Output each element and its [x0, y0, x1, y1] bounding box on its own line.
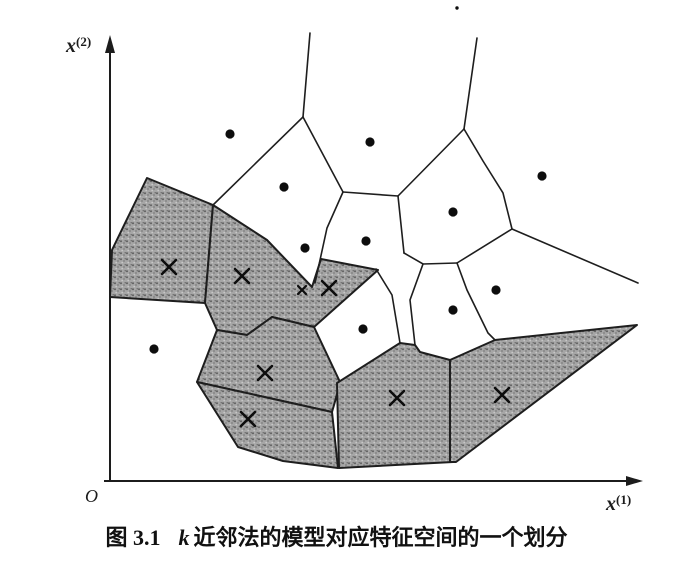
shaded-cell [204, 204, 379, 336]
class-dot-point [225, 129, 235, 139]
y-axis-label: x(2) [66, 34, 91, 58]
class-dot-point [300, 243, 310, 253]
cell-boundary [302, 116, 344, 193]
class-cross-point [160, 258, 178, 276]
cell-boundary [511, 228, 639, 284]
cell-boundaries-layer [212, 32, 639, 346]
caption-k-symbol: k [178, 525, 190, 550]
axes-layer [104, 35, 643, 486]
y-axis-superscript: (2) [76, 34, 92, 49]
class-cross-point [256, 364, 274, 382]
cell-boundary [456, 228, 513, 264]
shaded-cell [196, 381, 339, 469]
class-dot-point [448, 207, 458, 217]
cell-boundary [403, 252, 458, 265]
x-axis-variable: x [606, 493, 616, 515]
class-cross-point [320, 279, 338, 297]
cell-boundary [397, 128, 465, 197]
class-cross-point [239, 410, 257, 428]
cell-boundary [302, 32, 311, 118]
cell-boundary [212, 116, 304, 206]
figure-number: 图 3.1 [105, 525, 161, 550]
class-dot-point [149, 344, 159, 354]
origin-label: O [85, 486, 98, 506]
y-axis-variable: x [66, 35, 76, 57]
class-cross-point [296, 284, 308, 296]
shaded-cell [109, 177, 214, 304]
shaded-cell [449, 324, 638, 463]
cell-boundary [397, 195, 405, 254]
cell-boundary [342, 191, 399, 197]
y-axis-arrow-icon [105, 35, 115, 53]
class-dot-point [448, 305, 458, 315]
cell-boundary [314, 191, 344, 284]
class-dot-point [491, 285, 501, 295]
x-axis-label: x(1) [606, 492, 631, 516]
class-dot-point [361, 236, 371, 246]
cell-boundary [375, 268, 401, 344]
class-cross-point [493, 386, 511, 404]
stray-mark [455, 6, 459, 10]
class-dot-point [365, 137, 375, 147]
figure-caption: 图 3.1 k 近邻法的模型对应特征空间的一个划分 [0, 520, 673, 552]
shaded-regions-layer [109, 177, 638, 469]
x-axis-superscript: (1) [616, 492, 632, 507]
cell-boundary [463, 128, 513, 230]
class-cross-point [233, 267, 251, 285]
class-dot-point [537, 171, 547, 181]
cell-boundary [456, 262, 496, 341]
caption-text: 近邻法的模型对应特征空间的一个划分 [193, 525, 568, 550]
class-cross-point [388, 389, 406, 407]
class-dot-point [358, 324, 368, 334]
x-axis-arrow-icon [626, 476, 643, 486]
sample-points-layer [149, 6, 547, 428]
cell-boundary [409, 263, 424, 346]
cell-boundary [463, 37, 478, 130]
class-dot-point [279, 182, 289, 192]
shaded-cell [336, 342, 454, 469]
